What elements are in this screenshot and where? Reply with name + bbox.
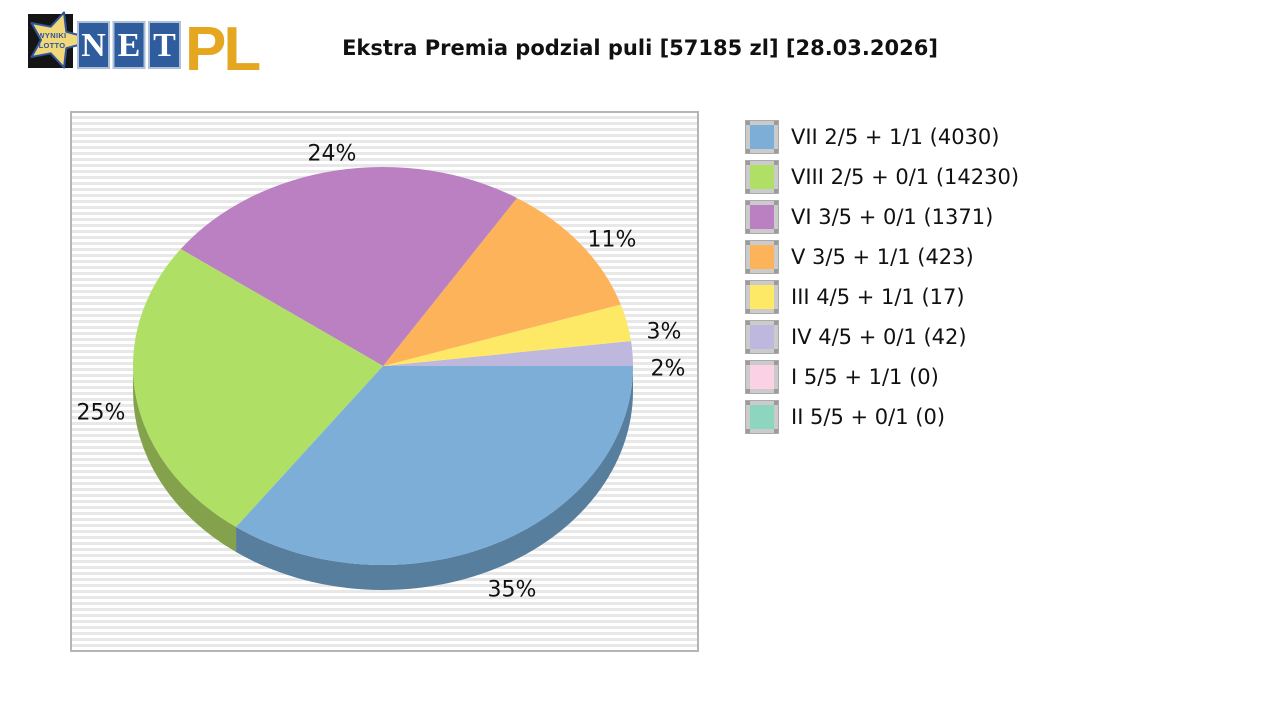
pie-slice [180,166,517,366]
pie-percent-label: 2% [651,357,686,382]
logo-net-box [77,21,110,69]
logo-star-line2: LOTTO [39,41,66,50]
legend-label: II 5/5 + 0/1 (0) [791,405,946,429]
legend-swatch [745,320,779,354]
pie-slice-side [236,366,633,590]
pie-slice-side [132,366,237,552]
logo-star-icon [30,11,99,69]
logo-star-line1: WYNIKI [38,31,67,40]
pie-slice [383,197,621,366]
logo-letter-e: E [118,27,141,64]
legend-swatch [745,360,779,394]
legend-label: VI 3/5 + 0/1 (1371) [791,205,994,229]
pie-chart: 2% 3% 11% 24% 25% 35% [77,142,686,603]
site-logo: WYNIKI LOTTO N E T PL [28,11,262,82]
legend-label: V 3/5 + 1/1 (423) [791,245,974,269]
legend-item: VI 3/5 + 0/1 (1371) [745,200,1019,234]
legend-item: II 5/5 + 0/1 (0) [745,400,1019,434]
legend-label: I 5/5 + 1/1 (0) [791,365,939,389]
pie-slice [132,249,383,527]
legend-swatch [745,240,779,274]
pie-percent-label: 11% [588,228,637,253]
chart-plot-area: 2% 3% 11% 24% 25% 35% [70,111,699,652]
legend-swatch [745,200,779,234]
logo-net-box [112,21,146,69]
chart-legend: VII 2/5 + 1/1 (4030) VIII 2/5 + 0/1 (1423… [745,120,1020,441]
logo-net-box [148,21,181,69]
logo-suffix-pl: PL [185,15,259,82]
pie-slice [383,304,632,366]
logo-letter-t: T [153,27,176,64]
chart-title: Ekstra Premia podzial puli [57185 zl] [2… [342,36,938,60]
legend-item: I 5/5 + 1/1 (0) [745,360,1019,394]
legend-item: IV 4/5 + 0/1 (42) [745,320,1019,354]
pie-slice [383,341,633,366]
legend-swatch [745,160,779,194]
legend-swatch [745,120,779,154]
legend-label: VIII 2/5 + 0/1 (14230) [791,165,1020,189]
pie-slice [236,366,633,566]
pie-percent-label: 24% [308,142,357,167]
legend-item: VII 2/5 + 1/1 (4030) [745,120,1019,154]
legend-label: III 4/5 + 1/1 (17) [791,285,965,309]
legend-item: VIII 2/5 + 0/1 (14230) [745,160,1020,194]
logo-letter-n: N [81,27,106,64]
legend-item: III 4/5 + 1/1 (17) [745,280,1019,314]
pie-percent-label: 35% [488,578,537,603]
legend-swatch [745,280,779,314]
legend-swatch [745,400,779,434]
pie-percent-label: 25% [77,401,126,426]
legend-label: VII 2/5 + 1/1 (4030) [791,125,1000,149]
pie-percent-label: 3% [647,320,682,345]
legend-label: IV 4/5 + 0/1 (42) [791,325,967,349]
legend-item: V 3/5 + 1/1 (423) [745,240,1019,274]
